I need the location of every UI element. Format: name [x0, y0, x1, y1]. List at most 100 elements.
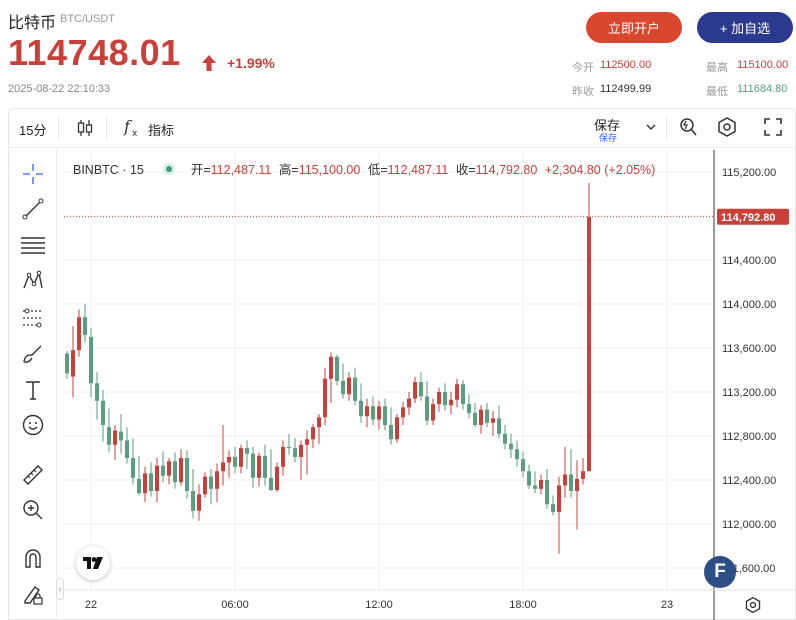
candle-body [131, 458, 135, 478]
chevron-down-icon[interactable] [645, 122, 657, 132]
candle-body [509, 443, 513, 450]
low-label: 最低 [706, 86, 728, 98]
y-tick-label: 115,200.00 [722, 167, 776, 179]
add-watchlist-button[interactable]: + 加自选 [697, 12, 793, 43]
candle-body [299, 444, 303, 457]
candle-body [209, 476, 213, 489]
candle-body [395, 417, 399, 440]
quick-search-icon[interactable] [677, 116, 699, 138]
candle-body [359, 400, 363, 417]
legend-close-label: 收 [455, 163, 469, 177]
legend-close-eq: = [468, 163, 476, 177]
candle-body [329, 356, 333, 379]
candle-body [227, 456, 231, 463]
settings-icon[interactable] [716, 116, 738, 138]
lock-drawings-icon[interactable] [20, 582, 46, 608]
legend-low: 112,487.11 [387, 163, 449, 177]
candle-body [221, 462, 225, 472]
brush-icon[interactable] [20, 341, 46, 367]
high-value: 115100.00 [737, 59, 789, 71]
legend-high-eq: = [291, 163, 299, 177]
candle-body [545, 480, 549, 505]
svg-text:f: f [123, 117, 133, 136]
horizontal-lines-icon[interactable] [20, 232, 46, 258]
candle-body [191, 491, 195, 511]
tradingview-logo[interactable] [76, 546, 110, 580]
candle-body [401, 407, 405, 418]
collapse-toolbar-handle[interactable]: ‹ [56, 578, 64, 600]
x-tick-label: 06:00 [221, 599, 249, 611]
candle-body [71, 350, 75, 377]
candle-body [269, 477, 273, 490]
candle-body [287, 447, 291, 449]
candle-body [431, 404, 435, 421]
candle-body [527, 471, 531, 486]
legend-open-eq: = [203, 163, 211, 177]
legend-high-label: 高 [278, 163, 292, 177]
candle-body [473, 412, 477, 425]
candle-body [485, 409, 489, 423]
floating-f-button[interactable]: F [704, 556, 736, 588]
candle-body [161, 465, 165, 476]
candle-body [215, 471, 219, 489]
candle-body [89, 337, 93, 384]
last-price: 114748.01 [8, 32, 181, 73]
candle-body [95, 383, 99, 401]
candle-body [461, 384, 465, 405]
candles-icon[interactable] [75, 118, 95, 138]
y-tick-label: 113,200.00 [722, 387, 776, 399]
indicators-button[interactable]: 指标 [148, 123, 175, 138]
pattern-icon[interactable] [20, 268, 46, 294]
candle-body [323, 378, 327, 418]
candle-body [377, 406, 381, 420]
ruler-icon[interactable] [20, 462, 46, 488]
fib-tool-icon[interactable] [20, 305, 46, 331]
save-sublabel: 保存 [599, 133, 618, 143]
candle-body [419, 382, 423, 397]
candle-body [257, 455, 261, 478]
candle-body [533, 485, 537, 489]
ohlc-legend: BINBTC · 15 开=112,487.11 高=115,100.00 低=… [73, 159, 659, 178]
candle-body [515, 449, 519, 460]
trend-line-icon[interactable] [20, 196, 46, 222]
candle-body [335, 356, 339, 381]
candle-body [587, 216, 591, 472]
asset-pair: BTC/USDT [60, 13, 115, 25]
crosshair-icon[interactable] [20, 161, 46, 187]
candle-body [491, 418, 495, 423]
fullscreen-icon[interactable] [762, 116, 784, 138]
open-account-button[interactable]: 立即开户 [586, 12, 682, 43]
legend-high: 115,100.00 [298, 163, 361, 177]
candle-body [311, 427, 315, 440]
legend-status-dot [163, 163, 176, 175]
candle-body [581, 471, 585, 479]
candle-body [179, 458, 183, 483]
candle-body [551, 504, 555, 512]
candle-body [413, 382, 417, 399]
zoom-in-icon[interactable] [20, 497, 46, 523]
axis-settings-icon[interactable] [744, 596, 762, 614]
price-change: +1.99% [227, 55, 275, 71]
candle-body [539, 480, 543, 489]
up-arrow-icon [202, 55, 216, 71]
timestamp: 2025-08-22 22:10:33 [8, 83, 111, 95]
x-tick-label: 23 [661, 599, 673, 611]
low-value: 111684.80 [737, 83, 788, 95]
candle-body [293, 448, 297, 457]
emoji-icon[interactable] [20, 412, 46, 438]
y-tick-label: 112,800.00 [722, 431, 776, 443]
candle-body [557, 485, 561, 512]
legend-close: 114,792.80 [475, 163, 538, 177]
save-button[interactable]: 保存 [594, 118, 621, 133]
magnet-icon[interactable] [20, 546, 46, 572]
legend-open: 112,487.11 [210, 163, 272, 177]
legend-open-label: 开 [190, 163, 204, 177]
function-icon[interactable]: f x [122, 117, 142, 139]
candle-body [245, 448, 249, 454]
interval-selector[interactable]: 15分 [19, 123, 47, 138]
text-tool-icon[interactable] [20, 377, 46, 403]
legend-low-label: 低 [367, 163, 381, 177]
candle-body [365, 406, 369, 417]
candle-body [203, 476, 207, 495]
